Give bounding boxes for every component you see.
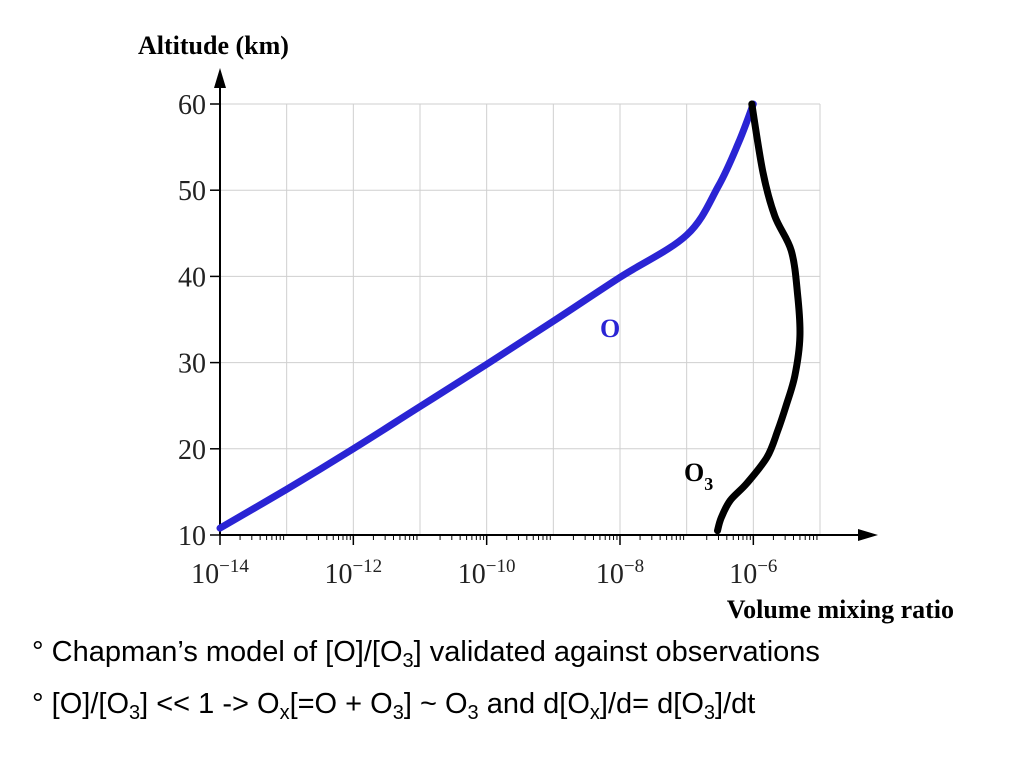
subscript: 3 [393,702,404,724]
text-run: ] << 1 -> O [140,688,279,720]
text-run: ]/d= d[O [600,688,704,720]
y-axis-title: Altitude (km) [138,31,289,60]
y-tick-label: 40 [178,262,206,293]
bullet-list: ° Chapman’s model of [O]/[O3] validated … [32,636,820,740]
text-run: ° [O]/[O [32,688,129,720]
series-label-o: O [600,314,620,343]
bullet-item: ° [O]/[O3] << 1 -> Ox[=O + O3] ~ O3 and … [32,688,820,740]
series-label-o3-sub: 3 [704,474,713,494]
x-tick-label: 10−8 [596,556,644,590]
subscript: 3 [704,702,715,724]
y-tick-label: 30 [178,349,206,380]
subscript: x [590,702,600,724]
chart: 10−14 10−12 10−10 10−8 10−6 10 20 30 40 50 60 Alti… [0,0,1024,630]
x-axis-title: Volume mixing ratio [727,595,954,624]
x-tick-label: 10−14 [191,556,249,590]
y-tick-label: 60 [178,90,206,121]
y-tick-label: 10 [178,521,206,552]
text-run: and d[O [479,688,590,720]
text-run: ] ~ O [404,688,468,720]
subscript: 3 [403,650,414,672]
series-label-o3: O3 [684,458,713,494]
subscript: 3 [468,702,479,724]
x-axis-arrow [858,529,878,541]
subscript: x [280,702,290,724]
y-axis-arrow [214,68,226,88]
bullet-item: ° Chapman’s model of [O]/[O3] validated … [32,636,820,688]
y-tick-label: 20 [178,435,206,466]
x-tick-label: 10−6 [729,556,777,590]
text-run: ]/dt [715,688,755,720]
y-tick-label: 50 [178,176,206,207]
x-tick-label: 10−10 [458,556,516,590]
text-run: ] validated against observations [414,636,820,668]
subscript: 3 [129,702,140,724]
text-run: [=O + O [290,688,393,720]
series [220,104,800,531]
x-tick-label: 10−12 [324,556,382,590]
series-label-o3-base: O [684,458,704,487]
text-run: ° Chapman’s model of [O]/[O [32,636,403,668]
